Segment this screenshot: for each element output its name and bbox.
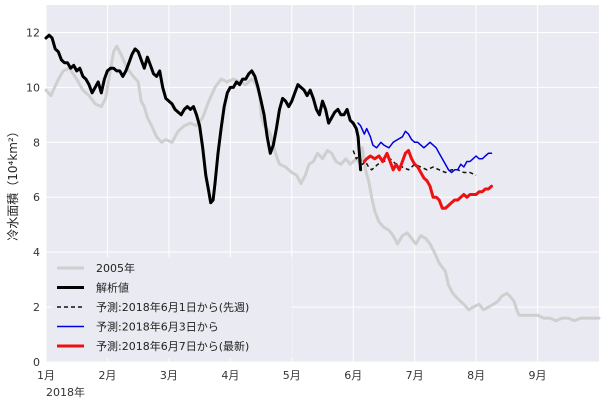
x-tick-label: 5月 [283,369,301,382]
y-tick-label: 0 [33,356,40,369]
x-tick-label: 6月 [344,369,362,382]
series-lines [44,33,601,323]
series-line [357,122,493,174]
legend-label: 予測:2018年6月3日から [96,320,219,334]
x-tick-label: 2月 [98,369,116,382]
y-tick-label: 2 [33,301,40,314]
axes: 0 2 4 6 8 10 12 1月 2月 3月 4月 5月 6月 7月 8月 9月 [26,26,547,382]
x-tick-label: 9月 [529,369,547,382]
series-line [362,149,493,210]
x-tick-label: 8月 [467,369,485,382]
legend-label: 予測:2018年6月1日から(先週) [96,300,249,314]
legend-label: 予測:2018年6月7日から(最新) [96,339,249,353]
series-line [44,44,601,323]
y-tick-label: 10 [26,81,40,94]
y-tick-label: 12 [26,26,40,39]
y-tick-label: 8 [33,136,40,149]
legend-box [52,257,292,358]
y-axis-label: 冷水面積（10⁴km²） [5,125,20,241]
series-line [44,33,363,205]
x-sublabel: 2018年 [46,385,85,399]
x-tick-label: 4月 [221,369,239,382]
legend-label: 2005年 [96,261,135,275]
y-tick-label: 4 [33,246,40,259]
x-tick-label: 7月 [406,369,424,382]
x-tick-label: 1月 [37,369,55,382]
legend-label: 解析値 [96,281,129,295]
series-line [352,150,477,176]
y-tick-label: 6 [33,191,40,204]
x-tick-label: 3月 [160,369,178,382]
